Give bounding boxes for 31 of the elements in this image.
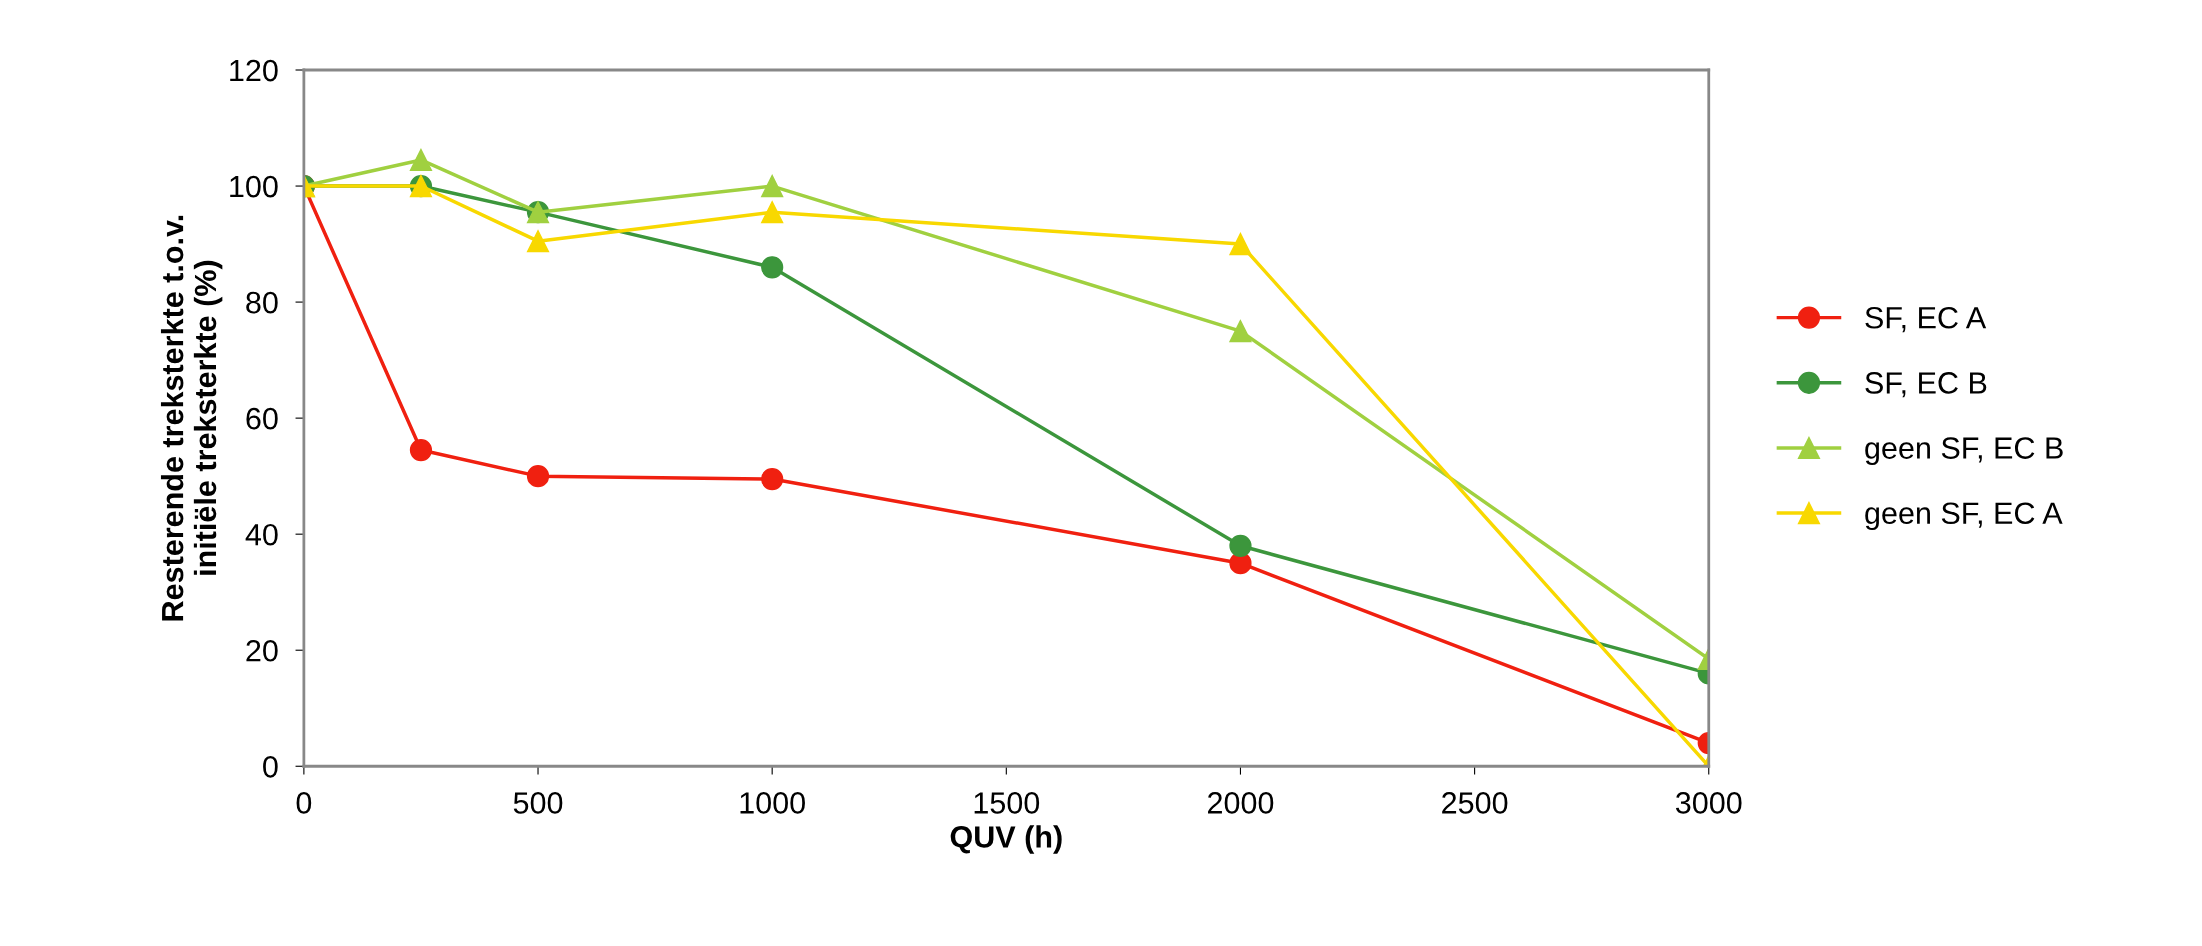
x-tick-label: 1000 bbox=[740, 792, 805, 814]
point bbox=[526, 230, 550, 253]
y-tick-label: 120 bbox=[230, 59, 278, 82]
legend-label: geen SF, EC B bbox=[1865, 437, 2063, 465]
point bbox=[409, 148, 433, 172]
point bbox=[761, 174, 784, 198]
x-tick-label: 2000 bbox=[1208, 792, 1274, 814]
y-tick-label: 100 bbox=[230, 175, 278, 198]
y-tick-label: 0 bbox=[263, 756, 278, 778]
point bbox=[761, 467, 784, 491]
point bbox=[761, 256, 784, 279]
x-tick-label: 3000 bbox=[1675, 792, 1742, 814]
y-tick-label: 20 bbox=[246, 639, 278, 662]
legend-label: SF, EC A bbox=[1865, 306, 1987, 333]
point bbox=[526, 465, 550, 488]
y-tick-label: 40 bbox=[245, 523, 278, 546]
x-tick-label: 2500 bbox=[1442, 792, 1508, 814]
y-tick-label: 60 bbox=[246, 407, 278, 430]
x-tick-label: 1500 bbox=[974, 792, 1040, 814]
point bbox=[761, 201, 784, 224]
point bbox=[1229, 319, 1252, 343]
point bbox=[1229, 534, 1252, 557]
x-tick-label: 0 bbox=[296, 792, 312, 814]
point bbox=[1229, 232, 1252, 256]
y-tick-label: 80 bbox=[246, 291, 278, 314]
y-axis-title: Resterende treksterkte t.o.v. initiële treksterkte (%) bbox=[160, 215, 223, 621]
x-axis-title: QUV (h) bbox=[950, 825, 1062, 854]
legend-label: SF, EC B bbox=[1865, 372, 1987, 398]
legend-label: geen SF, EC A bbox=[1865, 502, 2063, 531]
point bbox=[409, 438, 433, 462]
x-tick-label: 500 bbox=[513, 792, 563, 814]
